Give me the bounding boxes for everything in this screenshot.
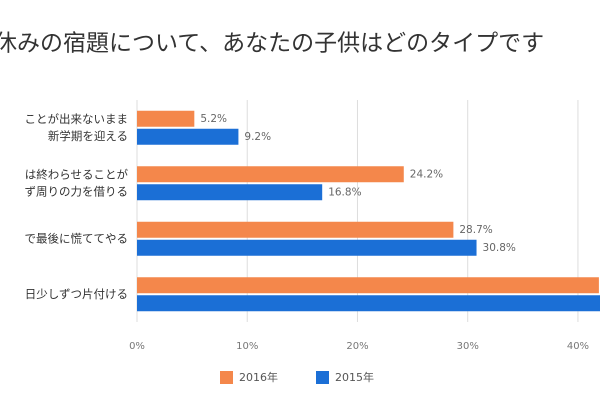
category-label: 日少しずつ片付ける xyxy=(25,287,128,301)
bar xyxy=(137,166,404,183)
legend-swatch xyxy=(220,371,233,384)
x-tick-label: 20% xyxy=(346,341,368,352)
value-label: 9.2% xyxy=(244,131,271,143)
category-label: は終わらせることが xyxy=(25,167,129,181)
value-label: 28.7% xyxy=(459,224,492,236)
chart-title: 休みの宿題について、あなたの子供はどのタイプです xyxy=(0,31,544,57)
category-label: ことが出来ないまま xyxy=(25,112,129,126)
value-label: 30.8% xyxy=(483,242,516,254)
x-tick-label: 0% xyxy=(129,341,145,352)
legend-swatch xyxy=(316,371,329,384)
value-label: 24.2% xyxy=(410,168,443,180)
value-label: 5.2% xyxy=(200,113,227,125)
category-label: ず周りの力を借りる xyxy=(25,184,129,198)
bar xyxy=(137,128,239,145)
category-label: で最後に慌ててやる xyxy=(25,231,129,245)
bar xyxy=(137,221,454,238)
legend-label: 2016年 xyxy=(239,370,278,384)
legend-label: 2015年 xyxy=(335,370,374,384)
bar xyxy=(137,295,600,312)
category-label: 新学期を迎える xyxy=(48,129,128,143)
x-tick-label: 40% xyxy=(567,341,589,352)
bar xyxy=(137,277,599,294)
bar xyxy=(137,239,477,256)
bar xyxy=(137,110,195,127)
value-label: 16.8% xyxy=(328,186,361,198)
x-tick-label: 10% xyxy=(236,341,258,352)
x-tick-label: 30% xyxy=(457,341,479,352)
bar xyxy=(137,184,323,201)
